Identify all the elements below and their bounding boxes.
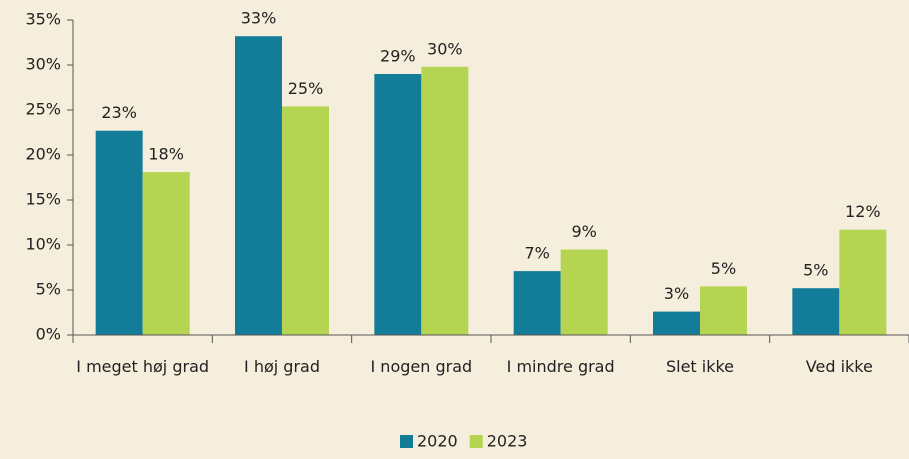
x-tick-label: I nogen grad <box>370 357 473 376</box>
bar <box>142 172 190 335</box>
x-tick-label: I høj grad <box>244 357 320 376</box>
y-tick-label: 25% <box>25 100 61 119</box>
y-tick-label: 15% <box>25 190 61 209</box>
data-label: 5% <box>711 259 736 278</box>
data-label: 5% <box>803 261 828 280</box>
y-tick-label: 5% <box>36 280 61 299</box>
data-label: 33% <box>241 9 277 28</box>
y-tick-label: 30% <box>25 55 61 74</box>
y-tick-label: 10% <box>25 235 61 254</box>
legend-label: 2020 <box>417 432 458 451</box>
bar <box>839 229 887 335</box>
bar <box>513 271 561 335</box>
data-label: 23% <box>101 103 137 122</box>
data-label: 30% <box>427 39 463 58</box>
bar <box>235 36 282 335</box>
data-label: 29% <box>380 47 416 66</box>
legend-swatch <box>469 435 483 448</box>
data-label: 3% <box>664 284 689 303</box>
y-tick-label: 0% <box>36 325 61 344</box>
bar <box>421 66 469 336</box>
bar <box>700 286 747 335</box>
y-tick-label: 20% <box>25 145 61 164</box>
bar <box>560 249 608 335</box>
x-tick-label: I mindre grad <box>506 357 615 376</box>
bar <box>374 74 422 335</box>
bar <box>792 288 840 335</box>
bar <box>282 106 329 336</box>
x-tick-label: Slet ikke <box>665 357 735 376</box>
x-tick-label: I meget høj grad <box>76 357 210 376</box>
data-label: 12% <box>845 202 881 221</box>
legend-label: 2023 <box>487 432 528 451</box>
data-label: 18% <box>148 145 184 164</box>
y-tick-label: 35% <box>25 10 61 29</box>
data-label: 7% <box>524 244 549 263</box>
data-label: 9% <box>571 222 596 241</box>
bar <box>653 311 700 335</box>
data-label: 25% <box>288 79 324 98</box>
legend-swatch <box>400 435 413 448</box>
x-tick-label: Ved ikke <box>805 357 873 376</box>
bar <box>95 130 143 335</box>
